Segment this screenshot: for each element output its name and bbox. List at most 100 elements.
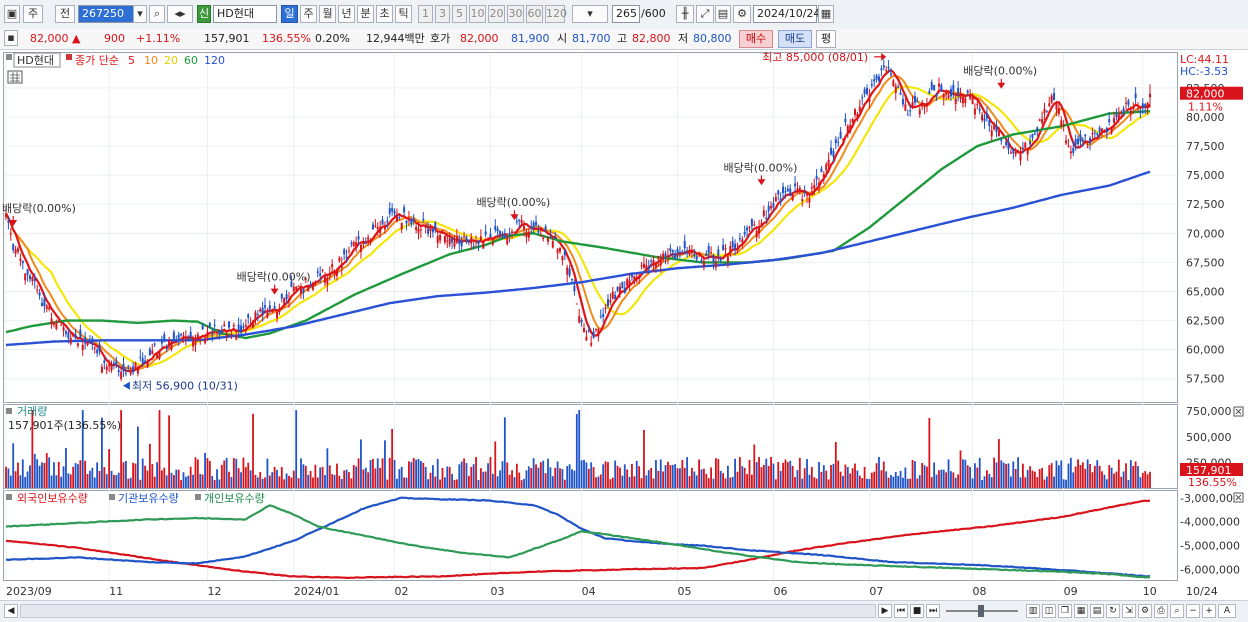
- stock-legend-box[interactable]: [13, 52, 61, 68]
- first-page-icon[interactable]: ⏮: [894, 604, 908, 618]
- volume-bar: [338, 475, 341, 488]
- minute-button-5[interactable]: 5: [452, 5, 467, 23]
- period-tab-2[interactable]: 월: [319, 5, 336, 23]
- minute-button-30[interactable]: 30: [507, 5, 524, 23]
- candle-body: [491, 243, 494, 245]
- prev-button[interactable]: 전: [55, 5, 75, 23]
- grid-toggle-icon[interactable]: [7, 70, 23, 84]
- chart-settings-icon[interactable]: ⚙: [1138, 604, 1152, 618]
- volume-bar: [1012, 461, 1015, 488]
- candle-type-icon[interactable]: ╫: [676, 5, 694, 23]
- candle-body: [976, 103, 979, 105]
- code-dropdown-icon[interactable]: ▾: [133, 5, 147, 23]
- paste-icon[interactable]: ▦: [1074, 604, 1088, 618]
- evaluate-button[interactable]: 평: [816, 30, 836, 48]
- layout-icon[interactable]: ▥: [1026, 604, 1040, 618]
- volume-bar: [539, 462, 542, 488]
- chart-area[interactable]: 82,50080,00077,50075,00072,50070,00067,5…: [0, 50, 1248, 600]
- volume-bar: [194, 457, 197, 488]
- candle-body: [19, 258, 22, 261]
- candle-body: [81, 344, 84, 350]
- candle-body: [774, 196, 777, 202]
- volume-bar: [455, 479, 458, 488]
- candle-body: [249, 322, 252, 324]
- volume-bar: [779, 470, 782, 488]
- draw-tool-icon[interactable]: ⤢: [696, 5, 714, 23]
- period-tab-1[interactable]: 주: [300, 5, 317, 23]
- candle-body: [338, 258, 341, 262]
- scroll-left-icon[interactable]: ◀: [4, 604, 18, 618]
- audio-icon[interactable]: ◂▸: [167, 5, 193, 23]
- last-page-icon[interactable]: ⏭: [926, 604, 940, 618]
- period-tab-5[interactable]: 초: [376, 5, 393, 23]
- split-icon[interactable]: ◫: [1042, 604, 1056, 618]
- volume-bar: [350, 478, 353, 488]
- minute-button-3[interactable]: 3: [435, 5, 450, 23]
- zoom-in-icon[interactable]: +: [1202, 604, 1216, 618]
- volume-bar: [626, 469, 629, 488]
- period-tab-0[interactable]: 일: [281, 5, 298, 23]
- candle-body: [355, 242, 358, 249]
- buy-button[interactable]: 매수: [739, 30, 773, 48]
- scrollbar-track[interactable]: [20, 604, 876, 618]
- volume-bar: [945, 472, 948, 488]
- scroll-right-icon[interactable]: ▶: [878, 604, 892, 618]
- volume-bar: [705, 473, 708, 488]
- minute-button-10[interactable]: 10: [469, 5, 486, 23]
- legend-ma-label: 종가 단순: [75, 54, 119, 67]
- minute-button-120[interactable]: 120: [545, 5, 567, 23]
- candle-body: [988, 120, 991, 126]
- volume-bar: [331, 474, 334, 488]
- calendar-icon[interactable]: ▦: [818, 5, 834, 23]
- legend-stock-name: HD현대: [17, 54, 54, 67]
- export-icon[interactable]: ⇲: [1122, 604, 1136, 618]
- minute-button-60[interactable]: 60: [526, 5, 543, 23]
- volume-bar: [283, 479, 286, 488]
- volume-bar: [1038, 469, 1041, 488]
- search-icon[interactable]: ⌕: [149, 5, 165, 23]
- zoom-slider-thumb[interactable]: [978, 605, 984, 617]
- candle-body: [904, 104, 907, 111]
- save-icon[interactable]: ▤: [715, 5, 731, 23]
- print-icon[interactable]: ⎙: [1154, 604, 1168, 618]
- font-size-icon[interactable]: A: [1218, 604, 1236, 618]
- stock-code-input[interactable]: 267250: [78, 5, 136, 23]
- window-menu-icon[interactable]: ▣: [4, 5, 20, 23]
- volume-bar: [916, 478, 919, 488]
- volume-bar: [712, 478, 715, 488]
- volume-bar: [175, 469, 178, 488]
- toggle-icon[interactable]: ▪: [4, 30, 18, 46]
- stock-name-field[interactable]: HD현대: [213, 5, 277, 23]
- min-custom-select[interactable]: ▾: [572, 5, 608, 23]
- minute-button-20[interactable]: 20: [488, 5, 505, 23]
- period-tab-3[interactable]: 년: [338, 5, 355, 23]
- volume-bar: [127, 478, 130, 488]
- count-input[interactable]: 265: [612, 5, 640, 23]
- candle-body: [666, 255, 669, 258]
- candle-body: [52, 322, 55, 325]
- volume-bar: [741, 466, 744, 488]
- sell-button[interactable]: 매도: [778, 30, 812, 48]
- date-input[interactable]: 2024/10/24: [753, 5, 820, 23]
- candle-body: [26, 269, 29, 275]
- candle-body: [940, 85, 943, 92]
- period-tab-6[interactable]: 틱: [395, 5, 412, 23]
- table-icon[interactable]: ▤: [1090, 604, 1104, 618]
- volume-bar: [384, 440, 386, 488]
- volume-bar: [1050, 463, 1053, 488]
- volume-bar: [810, 466, 813, 488]
- volume-bar: [693, 471, 696, 488]
- gear-icon[interactable]: ⚙: [733, 5, 751, 23]
- zoom-icon[interactable]: ⌕: [1170, 604, 1184, 618]
- zoom-out-icon[interactable]: −: [1186, 604, 1200, 618]
- period-select[interactable]: 주: [23, 5, 43, 23]
- stop-icon[interactable]: ■: [910, 604, 924, 618]
- period-tab-4[interactable]: 분: [357, 5, 374, 23]
- date-axis-label: 10/24: [1186, 585, 1218, 598]
- refresh-icon[interactable]: ↻: [1106, 604, 1120, 618]
- volume-bar: [738, 457, 741, 488]
- copy-icon[interactable]: ❐: [1058, 604, 1072, 618]
- minute-button-1[interactable]: 1: [418, 5, 433, 23]
- volume-bar: [981, 479, 984, 488]
- open-label: 시: [557, 32, 568, 45]
